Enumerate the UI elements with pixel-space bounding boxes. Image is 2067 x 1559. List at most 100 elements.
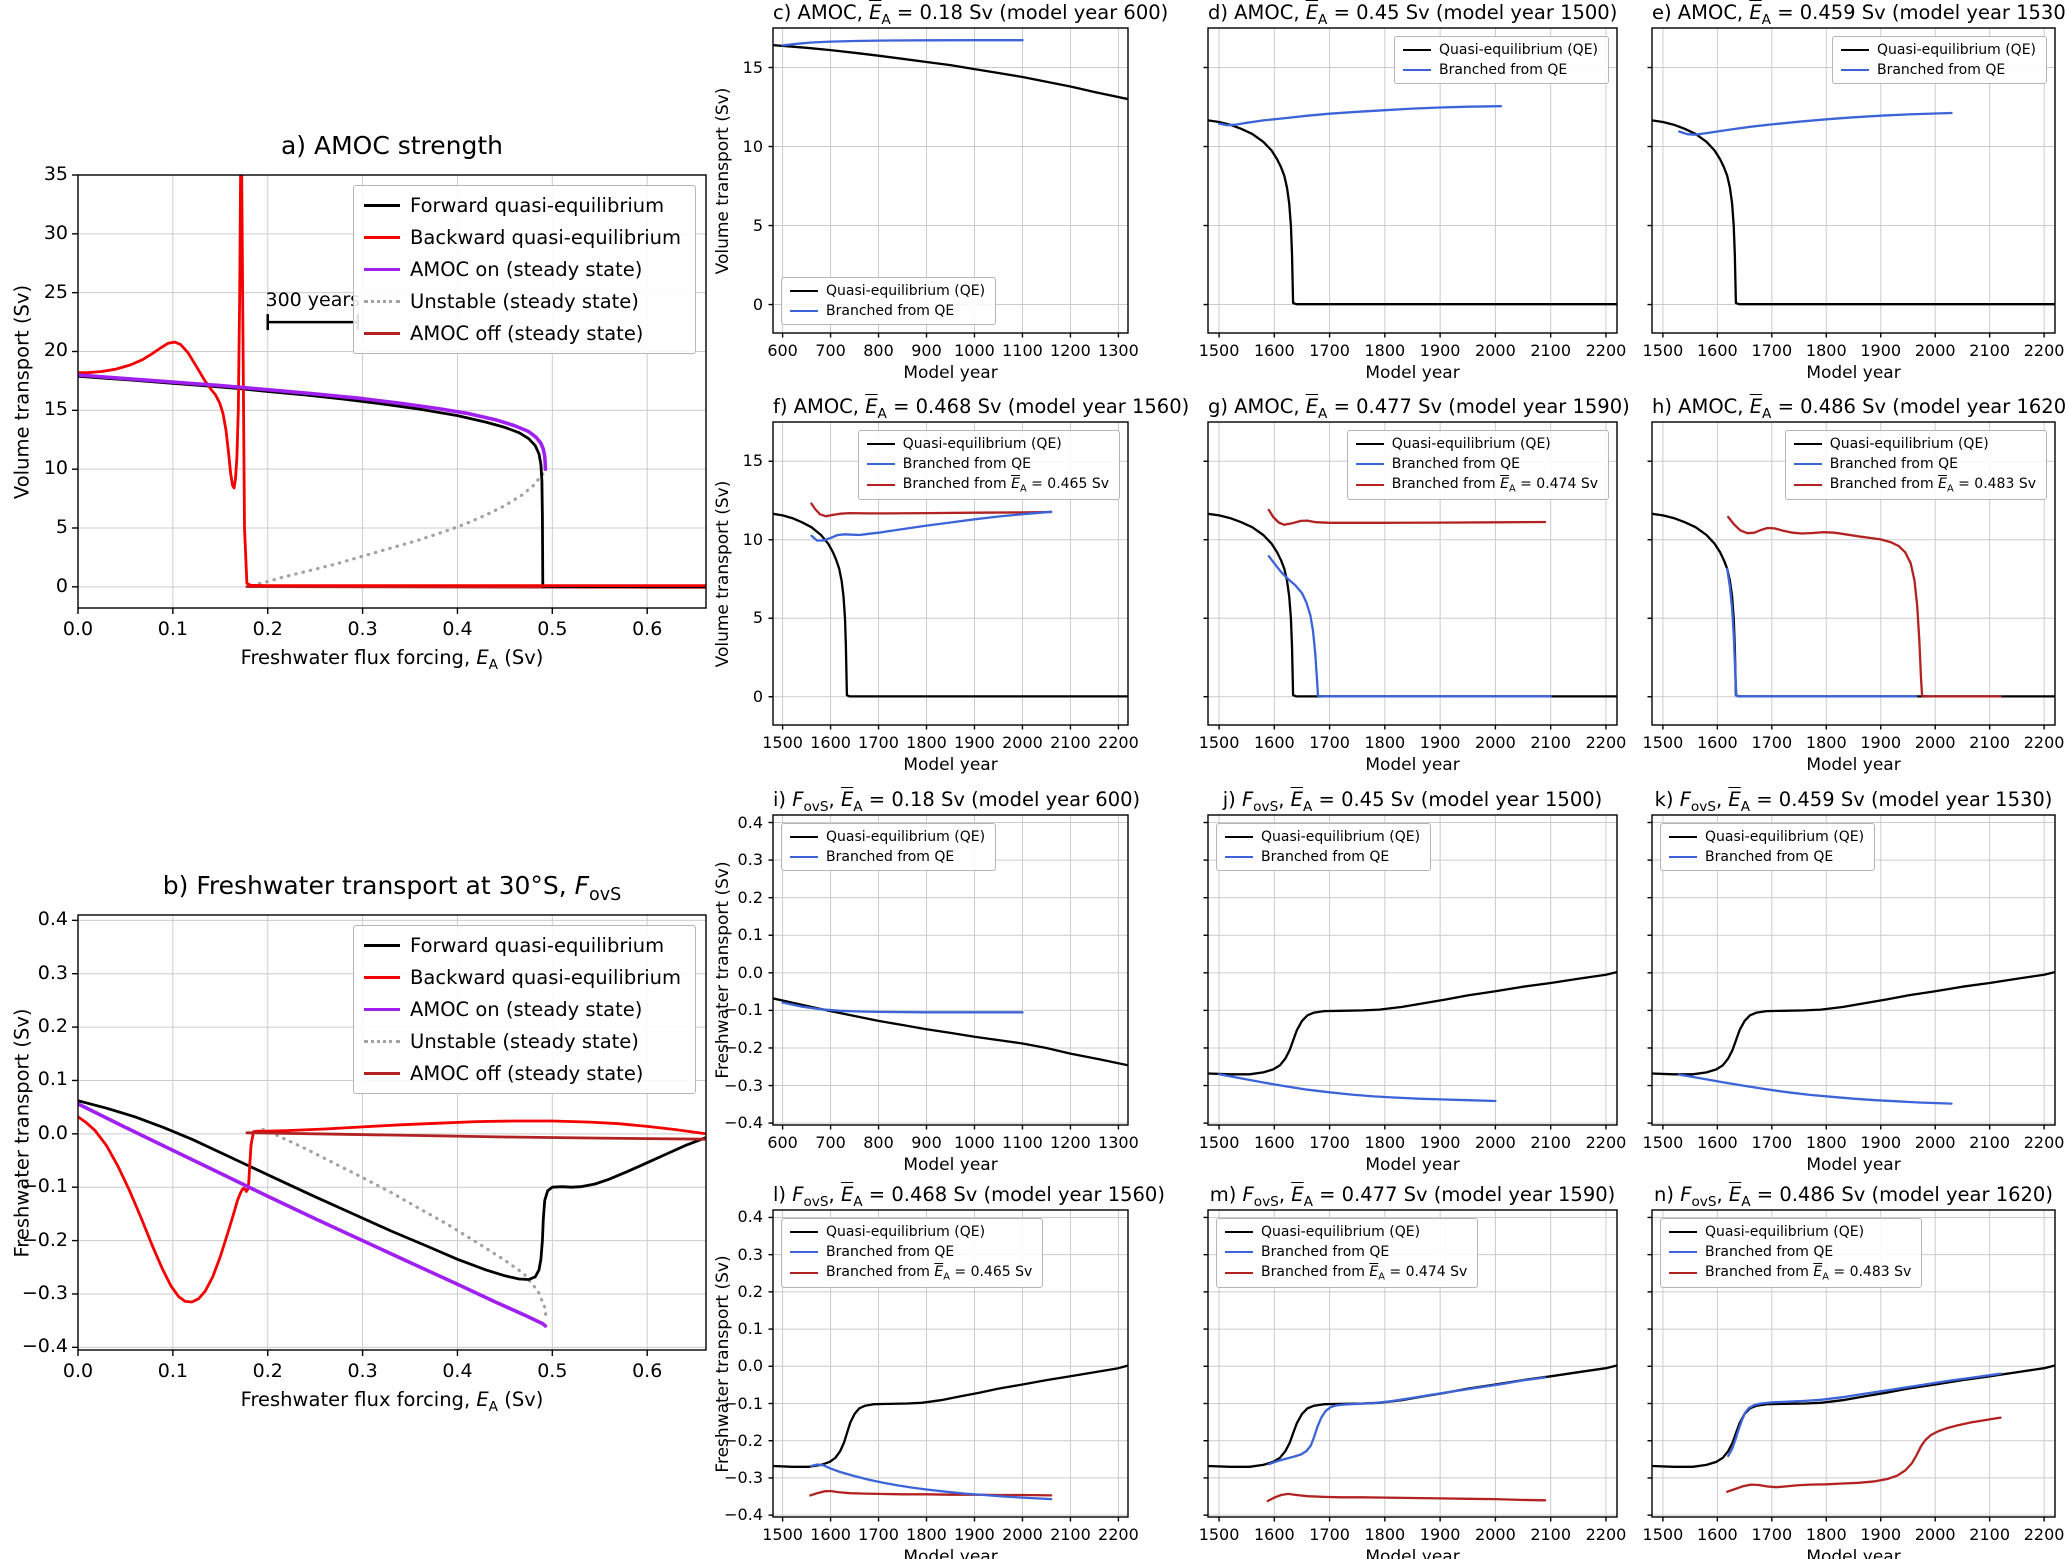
panel-c-series-0	[773, 43, 1128, 101]
tick-label-x: 1600	[1696, 733, 1738, 752]
panel-b-legend: Forward quasi-equilibrium Backward quasi-…	[353, 925, 696, 1094]
tick-label-x: 0.3	[347, 618, 378, 640]
tick-label-x: 1000	[954, 1133, 995, 1152]
panel-j-legend: Quasi-equilibrium (QE) Branched from QE	[1216, 823, 1432, 871]
tick-label-x: 1200	[1050, 1133, 1091, 1152]
panel-k-xlabel: Model year	[1806, 1155, 1901, 1175]
tick-label-x: 1500	[1198, 733, 1240, 752]
panel-i	[768, 814, 1129, 1130]
tick-label-x: 1700	[1309, 733, 1350, 752]
tick-label-x: 2000	[1914, 733, 1956, 752]
panel-f-series-0	[773, 512, 1128, 698]
tick-label-x: 2000	[1475, 341, 1516, 360]
tick-label-x: 1800	[906, 1525, 947, 1544]
legend-label: Branched from QE	[826, 1244, 955, 1260]
panel-e-xlabel: Model year	[1806, 363, 1901, 383]
panel-b-series-1	[78, 1115, 706, 1304]
tick-label-y: −0.2	[21, 1228, 68, 1251]
tick-label-x: 1800	[1805, 1525, 1847, 1544]
panel-h-series-0	[1652, 512, 2055, 698]
panel-e-legend: Quasi-equilibrium (QE) Branched from QE	[1831, 36, 2047, 84]
panel-n-xlabel: Model year	[1806, 1547, 1901, 1559]
tick-label-y: 25	[43, 280, 68, 303]
tick-label-x: 2200	[2023, 1133, 2065, 1152]
panel-a-ylabel: Volume transport (Sv)	[10, 284, 34, 499]
tick-label-x: 1600	[1696, 1525, 1738, 1544]
legend-label: Branched from EA = 0.474 Sv	[1261, 1264, 1468, 1283]
legend-line-sample	[364, 268, 401, 271]
tick-label-x: 600	[767, 1133, 798, 1152]
plot-frame	[772, 421, 1129, 726]
plot-frame	[1207, 421, 1618, 726]
legend-line-sample	[1840, 49, 1869, 51]
tick-label-x: 1500	[1198, 341, 1240, 360]
legend-line-sample	[790, 290, 818, 292]
tick-label-x: 1900	[954, 1525, 995, 1544]
plot-frame	[772, 27, 1129, 334]
panel-d-title: d) AMOC, EA = 0.45 Sv (model year 1500)	[1208, 1, 1618, 28]
legend-label: Quasi-equilibrium (QE)	[826, 1224, 986, 1240]
tick-label-x: 1900	[954, 733, 995, 752]
tick-label-y: −0.3	[21, 1281, 68, 1304]
panel-l-series-2	[809, 1489, 1053, 1497]
legend-entry: AMOC on (steady state)	[364, 998, 681, 1021]
legend-entry: Branched from QE	[1669, 1244, 1911, 1260]
tick-label-x: 2100	[1969, 1525, 2010, 1544]
tick-label-x: 1800	[1805, 733, 1847, 752]
tick-label-x: 0.5	[537, 1360, 568, 1382]
tick-label-x: 0.3	[347, 1360, 378, 1382]
panel-c-xlabel: Model year	[903, 363, 998, 383]
legend-label: Branched from QE	[1438, 62, 1568, 78]
tick-label-x: 1600	[810, 733, 851, 752]
panel-a-series-1	[78, 175, 706, 587]
legend-line-sample	[790, 856, 818, 858]
legend-label: Quasi-equilibrium (QE)	[1705, 829, 1865, 845]
tick-label-x: 2200	[1098, 1525, 1139, 1544]
legend-line-sample	[1840, 69, 1869, 71]
tick-label-y: −0.1	[724, 1393, 763, 1413]
legend-line-sample	[1225, 856, 1253, 858]
panel-g-legend: Quasi-equilibrium (QE) Branched from QE Br…	[1346, 430, 1609, 501]
panel-g-series-0	[1208, 512, 1617, 698]
tick-label-x: 1700	[1309, 1133, 1350, 1152]
panel-b-series-2	[78, 1102, 548, 1328]
tick-label-y: −0.1	[21, 1175, 68, 1198]
legend-line-sample	[1225, 836, 1253, 838]
tick-label-y: 0	[752, 294, 763, 314]
tick-label-x: 1700	[1309, 1525, 1350, 1544]
panel-a-series-3	[256, 472, 545, 586]
panel-m-xlabel: Model year	[1365, 1547, 1460, 1559]
legend-entry: Quasi-equilibrium (QE)	[1402, 42, 1598, 58]
tick-label-x: 1500	[1642, 341, 1684, 360]
legend-entry: Backward quasi-equilibrium	[364, 966, 681, 989]
tick-label-x: 2000	[1914, 1133, 1956, 1152]
legend-entry: Quasi-equilibrium (QE)	[866, 436, 1109, 452]
panel-h-title: h) AMOC, EA = 0.486 Sv (model year 1620)	[1652, 395, 2067, 422]
panel-n-legend: Quasi-equilibrium (QE) Branched from QE Br…	[1660, 1218, 1923, 1289]
panel-c-title: c) AMOC, EA = 0.18 Sv (model year 600)	[773, 1, 1169, 28]
plot-frame	[1207, 1209, 1618, 1518]
tick-label-x: 1000	[954, 341, 995, 360]
tick-label-x: 1600	[1253, 1525, 1295, 1544]
tick-label-x: 0.4	[442, 618, 473, 640]
tick-label-x: 1500	[762, 733, 803, 752]
tick-label-x: 1500	[1642, 1133, 1684, 1152]
tick-label-x: 2200	[1585, 1525, 1627, 1544]
legend-label: Quasi-equilibrium (QE)	[1438, 42, 1598, 58]
legend-entry: Quasi-equilibrium (QE)	[790, 283, 985, 299]
panel-m-series-0	[1208, 1364, 1617, 1468]
legend-label: Quasi-equilibrium (QE)	[902, 436, 1062, 452]
tick-label-x: 1800	[1805, 341, 1847, 360]
plot-frame	[772, 814, 1129, 1126]
legend-entry: Branched from QE	[790, 849, 985, 865]
tick-label-y: 0.4	[737, 1207, 763, 1227]
legend-line-sample	[1793, 484, 1822, 487]
tick-label-x: 1700	[1751, 1133, 1793, 1152]
panel-k-legend: Quasi-equilibrium (QE) Branched from QE	[1660, 823, 1876, 871]
tick-label-x: 1800	[1805, 1133, 1847, 1152]
tick-label-x: 1600	[1253, 1133, 1295, 1152]
legend-line-sample	[866, 443, 895, 445]
panel-b-series-3	[261, 1128, 548, 1320]
panel-e-title: e) AMOC, EA = 0.459 Sv (model year 1530)	[1652, 1, 2067, 28]
panel-i-title: i) FovS, EA = 0.18 Sv (model year 600)	[773, 788, 1141, 815]
